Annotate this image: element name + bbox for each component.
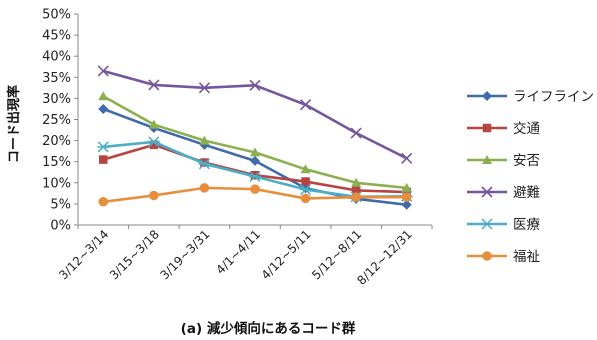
square-marker [149,140,159,150]
y-tick-label: 5% [50,197,71,212]
circle-marker [351,192,361,202]
chart-caption: (a) 減少傾向にあるコード群 [181,320,356,337]
x-marker-stroke [300,99,312,111]
triangle-marker [300,164,311,174]
diamond-marker [250,155,260,166]
diamond-marker [401,199,412,210]
y-tick-label: 30% [42,92,71,107]
legend-label: 福祉 [513,249,540,265]
legend-entry: 避難 [467,185,540,201]
legend-entry: ライフライン [467,89,594,105]
diamond-marker [98,103,109,114]
asterisk-marker [481,218,493,230]
circle-marker [401,192,412,202]
y-tick-label: 10% [42,176,71,191]
y-axis-title: コード出現率 [6,85,22,163]
circle-marker [482,251,492,261]
x-marker [97,65,109,77]
legend-entry: 福祉 [467,249,540,265]
x-marker-stroke [97,65,109,77]
y-tick-label: 25% [42,113,71,128]
circle-marker [250,184,260,194]
series-安否 [98,91,412,192]
x-marker [350,127,362,139]
square-marker [402,187,411,197]
y-tick-label: 0% [50,219,71,234]
legend-label: 交通 [513,120,541,137]
y-tick-label: 35% [42,71,71,86]
x-marker-stroke [249,79,261,91]
asterisk-marker [198,158,211,170]
triangle-marker [199,135,210,145]
x-tick-label: 5/12~8/11 [309,227,364,282]
legend-label: 安否 [513,153,540,169]
circle-marker [98,197,109,207]
legend-label: ライフライン [513,89,594,105]
triangle-marker [482,155,492,164]
asterisk-marker [299,184,312,196]
x-marker [249,79,261,91]
y-tick-label: 40% [42,50,71,65]
legend-label: 医療 [513,216,541,233]
triangle-marker [351,177,362,187]
x-tick-label: 3/19~3/31 [157,227,212,282]
asterisk-marker [249,170,261,183]
series-福祉 [98,183,412,207]
x-tick-label: 4/1~4/11 [213,227,263,277]
legend-label: 避難 [513,185,540,201]
axes [74,13,433,229]
triangle-marker [401,182,412,192]
triangle-marker [250,147,260,157]
x-marker-stroke [148,79,160,91]
x-tick-label: 3/12~3/14 [56,227,111,282]
y-tick-label: 45% [42,29,71,44]
x-marker-stroke [350,127,362,139]
square-marker [482,123,492,133]
square-marker [99,155,108,164]
legend-entry: 交通 [467,120,541,137]
x-tick-label: 4/12~5/11 [259,227,314,282]
y-tick-label: 15% [42,155,71,170]
y-tick-labels: 0% 5% 10% 15% 20% 25% 30% 35% 40% 45% 50% [42,8,71,234]
asterisk-marker [147,136,160,148]
circle-marker [149,190,159,201]
circle-marker [300,193,311,204]
triangle-marker [98,91,109,101]
x-tick-labels: 3/12~3/143/15~3/183/19~3/31 4/1~4/114/12~… [56,227,415,288]
x-marker-stroke [481,186,493,198]
series-group [97,65,413,210]
square-marker [351,186,361,195]
legend-entry: 安否 [467,153,540,169]
x-marker-stroke [401,152,413,164]
y-tick-label: 50% [42,8,71,23]
triangle-marker [148,119,159,129]
legend-entry: 医療 [467,216,541,233]
diamond-marker [482,91,492,101]
y-tick-label: 20% [42,134,71,149]
series-避難 [97,65,413,164]
x-marker [481,186,493,198]
x-marker [198,82,210,94]
asterisk-marker [97,141,110,153]
square-marker [301,177,310,186]
y-axis-label: コード出現率 [6,85,22,163]
circle-marker [199,183,210,193]
x-marker [401,152,413,164]
x-tick-label: 3/15~3/18 [107,227,162,282]
x-marker [148,79,160,91]
x-marker-stroke [198,82,210,94]
x-marker [300,99,312,111]
